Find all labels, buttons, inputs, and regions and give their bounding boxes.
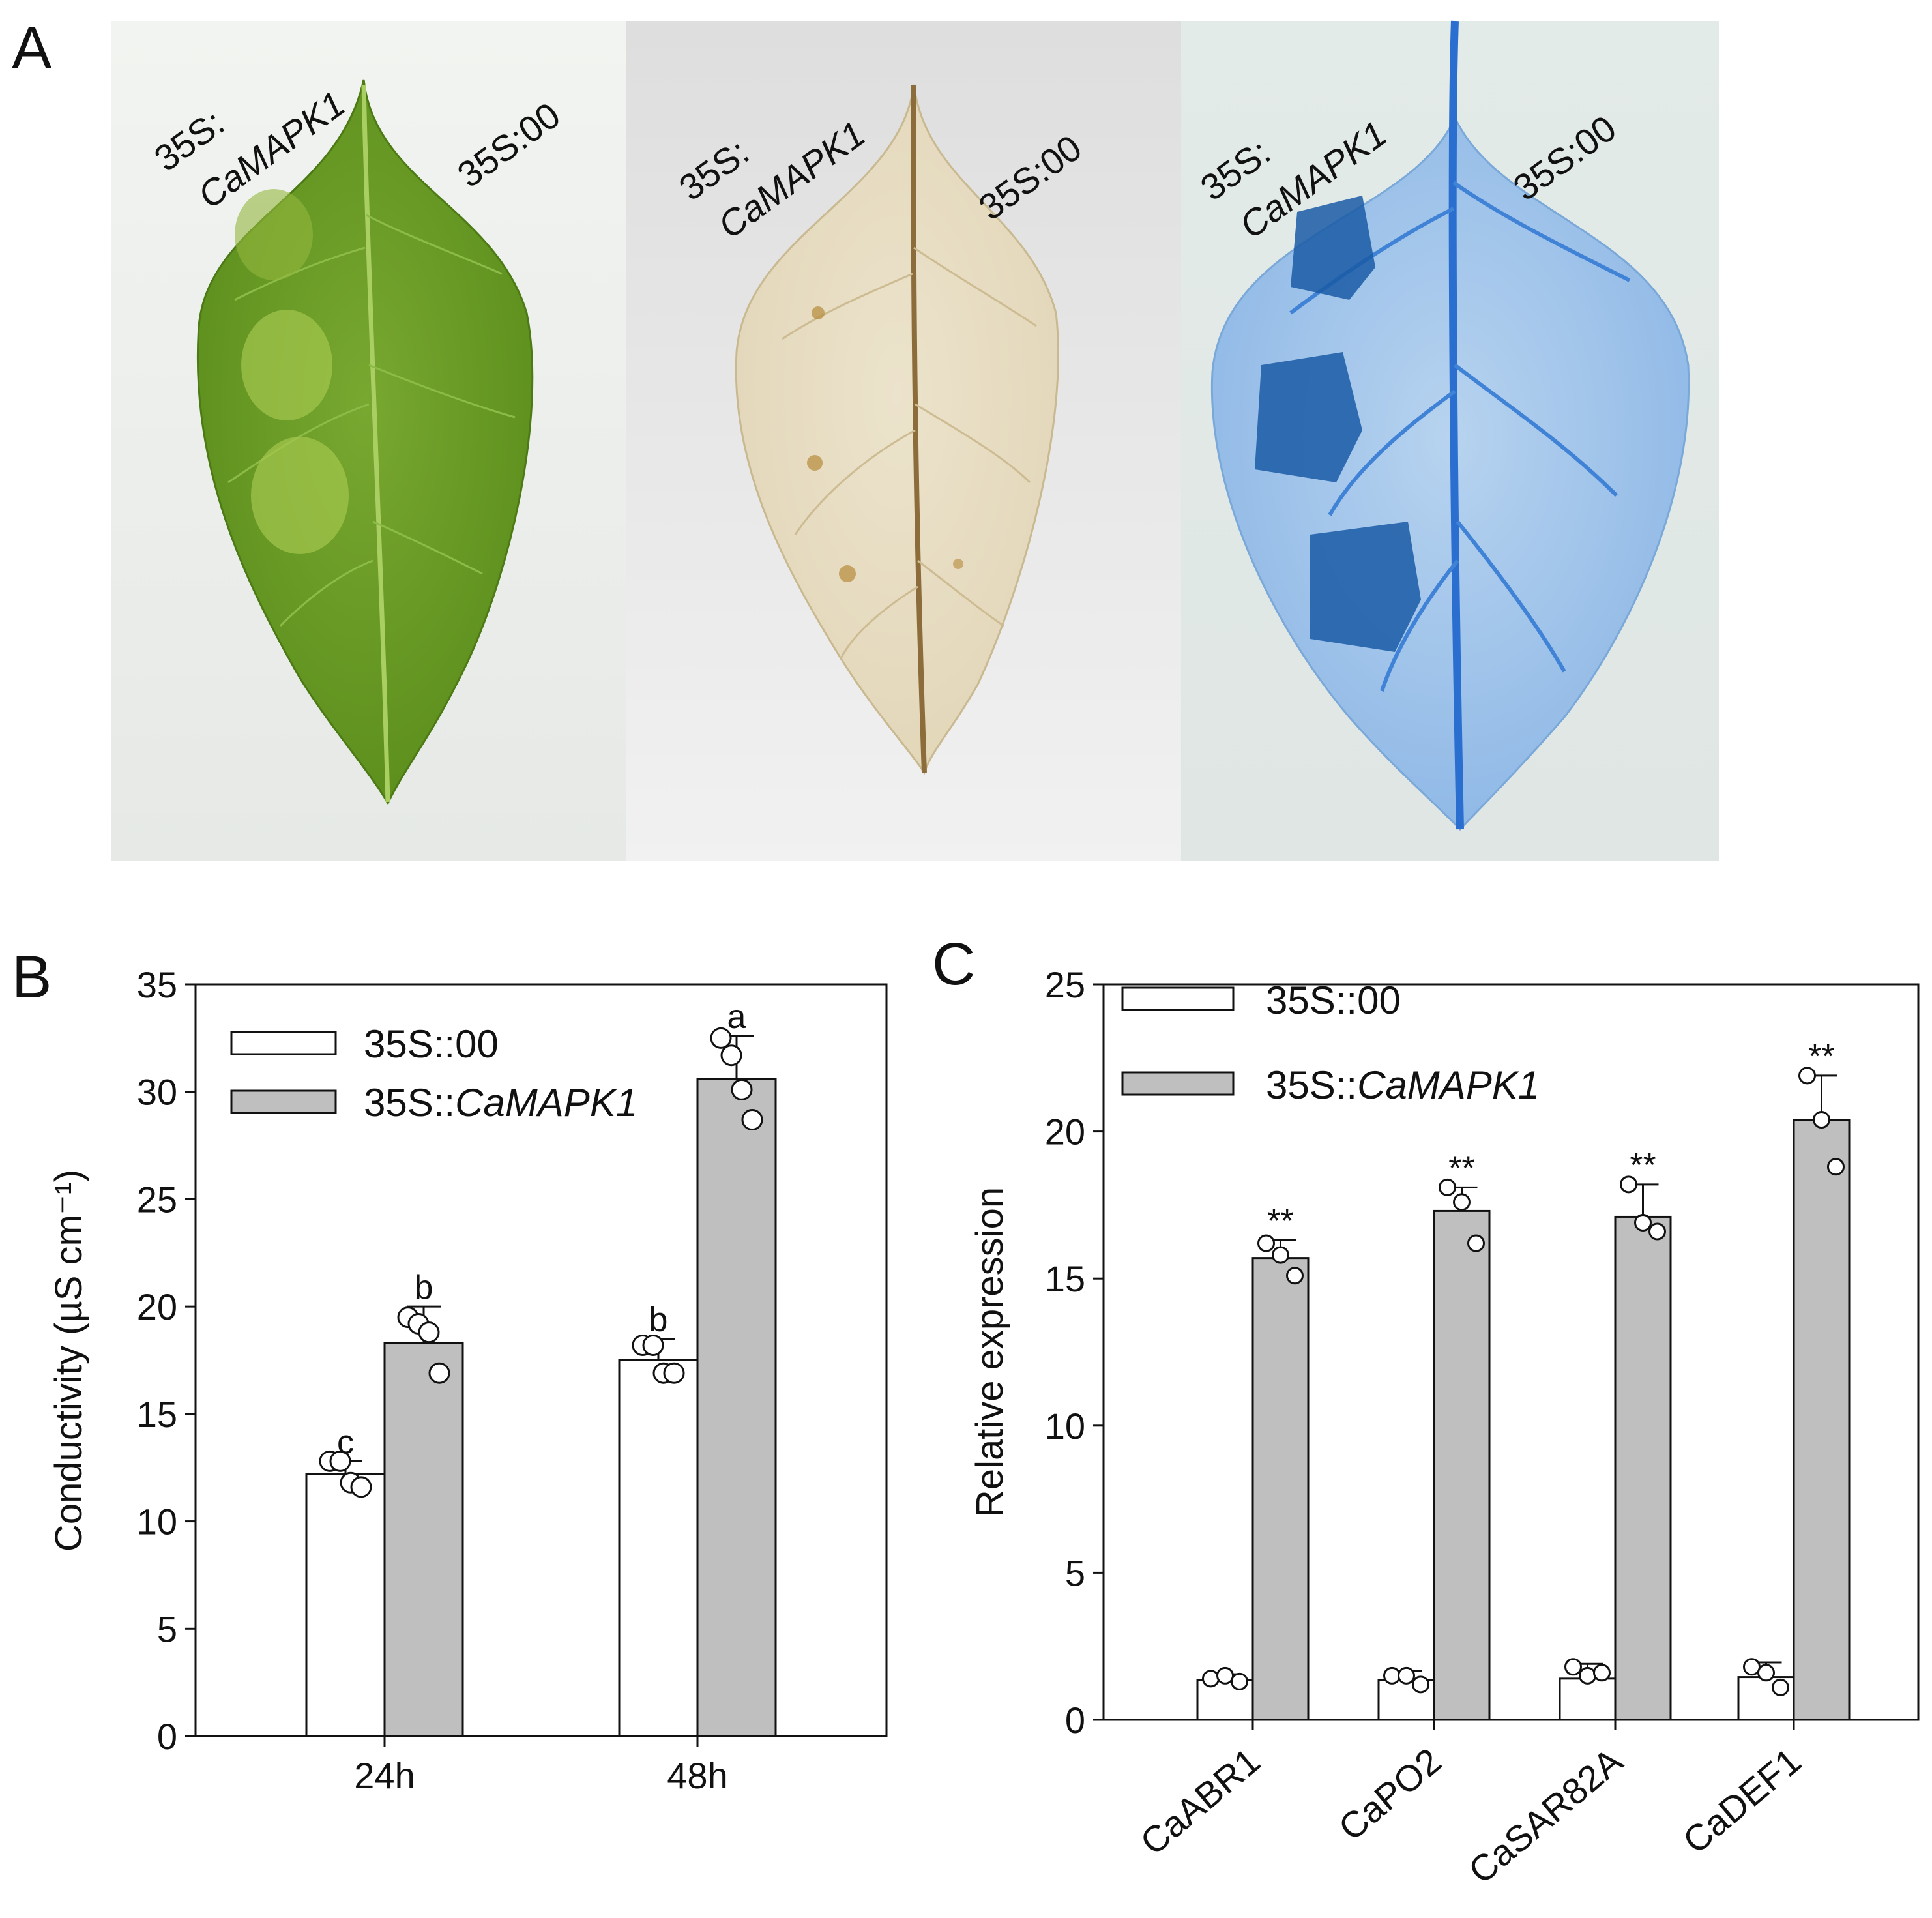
x-tick-label: CaABR1: [1132, 1740, 1267, 1863]
data-point: [1286, 1267, 1304, 1285]
bar: [1614, 1215, 1672, 1721]
bar: [618, 1359, 699, 1737]
legend: 35S::00 35S::CaMAPK1: [1121, 979, 1540, 1107]
y-axis-label: Conductivity (µS cm⁻¹): [48, 1170, 90, 1552]
significance-label: b: [649, 1301, 668, 1339]
data-point: [350, 1476, 372, 1498]
legend-label-prefix: 35S::: [364, 1081, 455, 1125]
y-tick-label: 0: [157, 1716, 177, 1757]
y-axis-label: Relative expression: [969, 1187, 1011, 1517]
significance-label: a: [727, 998, 746, 1036]
y-tick-label: 20: [1045, 1112, 1085, 1153]
legend-swatch-treatment: [230, 1089, 337, 1114]
significance-label: **: [1267, 1203, 1293, 1241]
data-point: [1383, 1666, 1401, 1685]
data-point: [741, 1109, 763, 1131]
data-point: [418, 1321, 440, 1344]
legend-label-gene: CaMAPK1: [1357, 1063, 1540, 1107]
plot-frame: [194, 983, 888, 1737]
expression-chart: Relative expression 35S::00 35S::CaMAPK1…: [969, 964, 1920, 1892]
data-point: [663, 1362, 685, 1384]
legend-label-gene: CaMAPK1: [455, 1081, 637, 1125]
y-tick-label: 10: [1045, 1406, 1085, 1447]
data-point: [1257, 1234, 1275, 1252]
bar: [305, 1473, 386, 1737]
data-point: [1757, 1664, 1775, 1682]
data-point: [1827, 1158, 1845, 1176]
panel-label-a: A: [12, 15, 52, 81]
x-tick-label: CaSAR82A: [1461, 1740, 1630, 1892]
significance-label: c: [337, 1423, 354, 1461]
data-point: [710, 1027, 732, 1049]
data-point: [1453, 1193, 1471, 1211]
data-point: [1798, 1067, 1816, 1085]
data-point: [1412, 1675, 1429, 1694]
y-tick-label: 15: [1045, 1258, 1085, 1299]
data-point: [1579, 1666, 1596, 1685]
legend-label-control: 35S::00: [364, 1022, 499, 1066]
x-tick-label: 24h: [354, 1755, 415, 1796]
bar: [1559, 1677, 1617, 1721]
y-tick-label: 20: [137, 1286, 177, 1327]
data-point: [1216, 1666, 1234, 1685]
data-point: [1813, 1111, 1830, 1129]
leaf-photo-dab: 35S: CaMAPK1 35S:00: [626, 21, 1181, 861]
data-point: [1398, 1666, 1415, 1685]
x-tick-label: CaDEF1: [1675, 1740, 1809, 1861]
data-point: [1593, 1664, 1611, 1682]
data-point: [1439, 1178, 1456, 1196]
leaf-photo-control: 35S: CaMAPK1 35S:00: [111, 21, 626, 861]
bar: [1433, 1209, 1491, 1721]
conductivity-chart: Conductivity (µS cm⁻¹) 35S::00 35S::CaMA…: [48, 964, 888, 1796]
y-tick-label: 30: [137, 1072, 177, 1113]
data-point: [329, 1450, 351, 1472]
data-point: [731, 1078, 753, 1100]
data-point: [1634, 1213, 1652, 1232]
data-point: [1467, 1234, 1485, 1252]
significance-label: **: [1630, 1147, 1656, 1185]
bar: [383, 1342, 464, 1737]
bar: [696, 1078, 777, 1737]
y-tick-label: 25: [1045, 964, 1085, 1005]
y-tick-label: 5: [157, 1608, 177, 1649]
legend-label-treatment: 35S::CaMAPK1: [364, 1081, 637, 1125]
plot-frame: [1102, 983, 1920, 1721]
y-tick-label: 5: [1065, 1552, 1085, 1593]
data-point: [1620, 1175, 1637, 1194]
panel-label-b: B: [12, 944, 51, 1011]
legend-swatch-treatment: [1121, 1071, 1235, 1096]
x-tick-label: 48h: [667, 1755, 727, 1796]
legend-swatch-control: [230, 1031, 337, 1055]
legend: 35S::00 35S::CaMAPK1: [230, 1022, 637, 1125]
legend-swatch-control: [1121, 986, 1235, 1011]
bar: [1793, 1119, 1851, 1721]
data-point: [642, 1334, 664, 1356]
data-point: [1772, 1678, 1789, 1696]
y-tick-label: 35: [137, 964, 177, 1005]
data-point: [1743, 1658, 1761, 1676]
legend-label-prefix: 35S::: [1266, 1063, 1357, 1107]
significance-label: **: [1448, 1149, 1474, 1187]
significance-label: b: [415, 1269, 433, 1306]
data-point: [1272, 1246, 1289, 1264]
panel-label-c: C: [932, 931, 975, 997]
legend-label-treatment: 35S::CaMAPK1: [1266, 1063, 1540, 1107]
y-tick-label: 0: [1065, 1700, 1085, 1741]
leaf-photo-trypan: 35S: CaMAPK1 35S:00: [1181, 20, 1719, 861]
data-point: [1202, 1670, 1220, 1688]
y-tick-label: 10: [137, 1501, 177, 1542]
data-point: [1564, 1658, 1582, 1676]
data-point: [1231, 1672, 1248, 1690]
y-tick-label: 15: [137, 1394, 177, 1435]
significance-label: **: [1808, 1038, 1834, 1076]
data-point: [720, 1044, 742, 1067]
data-point: [1648, 1222, 1666, 1241]
data-point: [428, 1362, 450, 1384]
x-tick-label: CaPO2: [1331, 1740, 1449, 1848]
legend-label-control: 35S::00: [1266, 979, 1401, 1022]
bar: [1251, 1257, 1310, 1721]
y-tick-label: 25: [137, 1179, 177, 1220]
